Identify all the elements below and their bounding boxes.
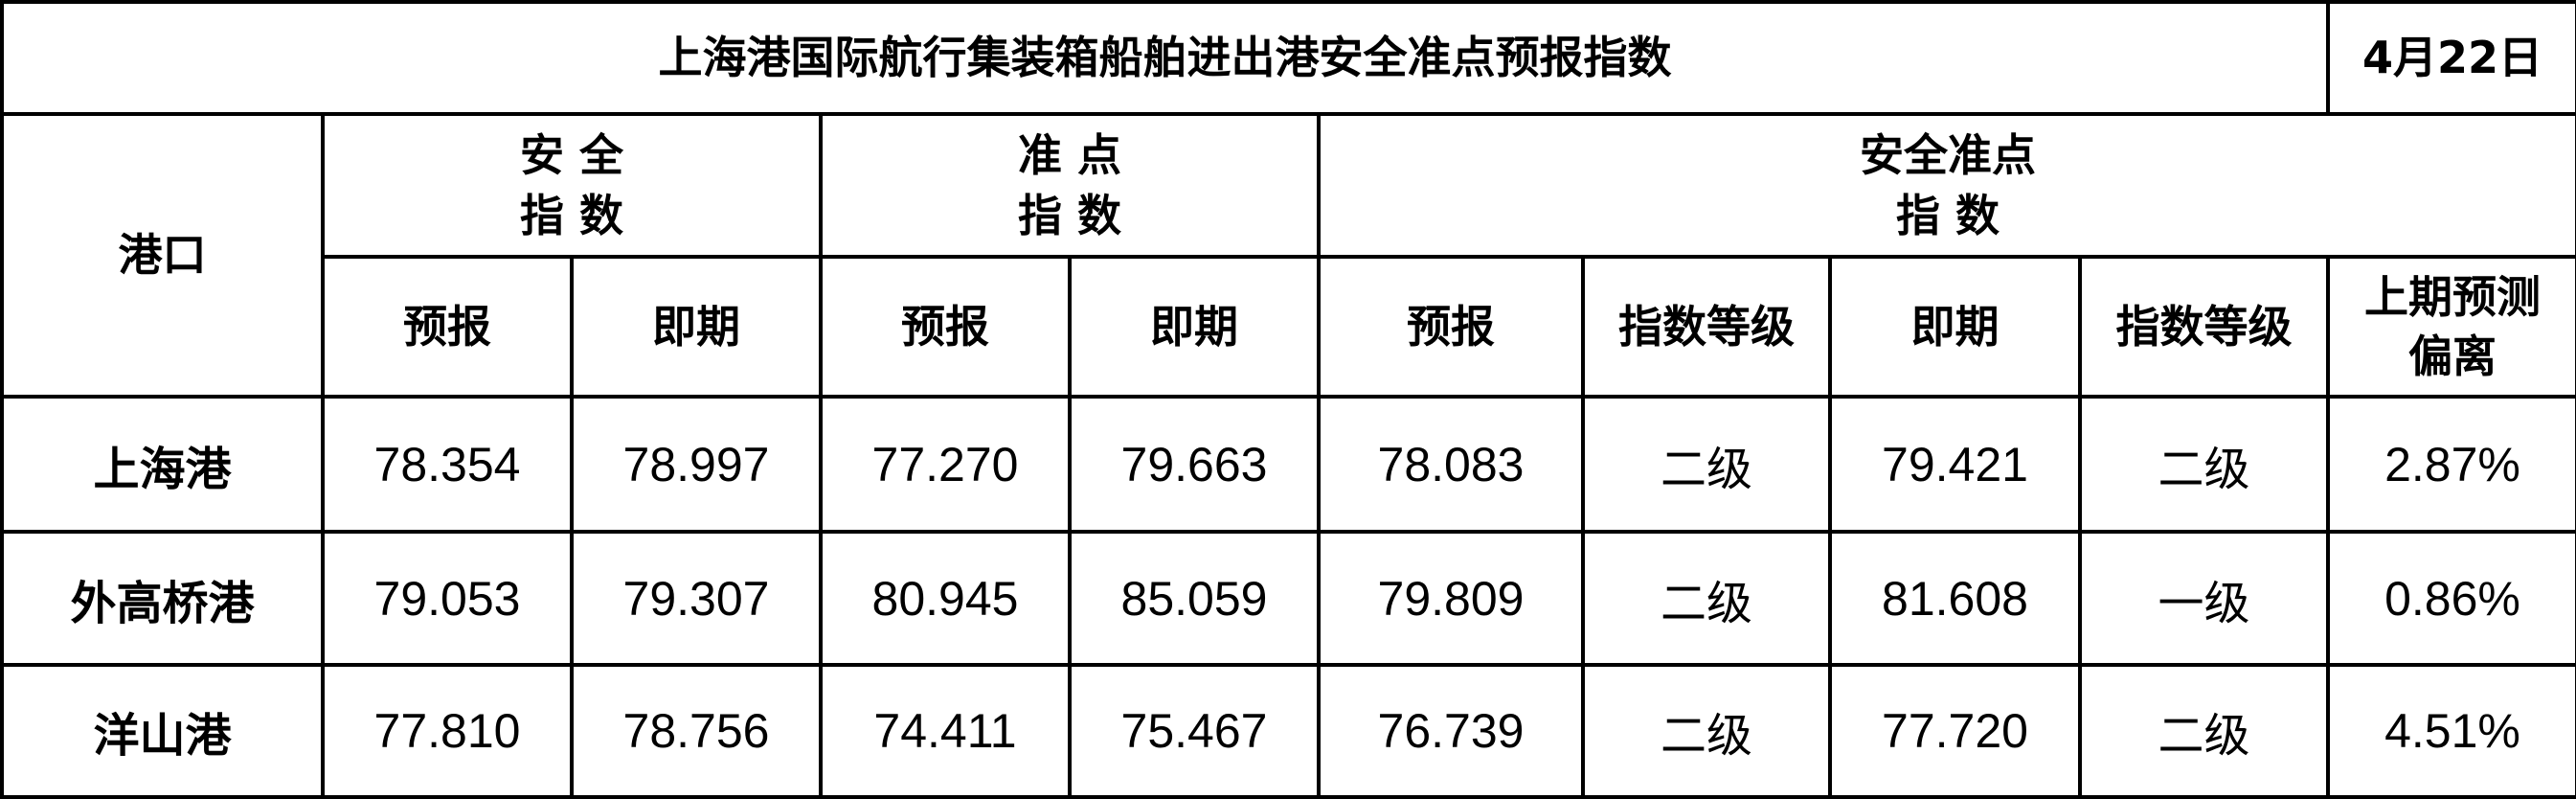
combined-forecast: 79.809	[1317, 530, 1585, 667]
port-name: 洋山港	[0, 663, 325, 799]
punctual-current: 79.663	[1068, 395, 1321, 534]
forecast-grade: 二级	[1581, 530, 1832, 667]
header-current-grade: 指数等级	[2078, 255, 2330, 399]
safety-current: 78.997	[570, 395, 823, 534]
current-grade: 二级	[2078, 663, 2330, 799]
header-combined-forecast: 预报	[1317, 255, 1585, 399]
safety-forecast: 78.354	[321, 395, 574, 534]
header-safety-forecast: 预报	[321, 255, 574, 399]
combined-forecast: 76.739	[1317, 663, 1585, 799]
header-port: 港口	[0, 112, 325, 399]
report-date: 4月22日	[2326, 0, 2576, 116]
safety-forecast: 77.810	[321, 663, 574, 799]
header-punctual-line2: 指 数	[1017, 189, 1121, 241]
header-safety-index: 安 全 指 数	[321, 112, 823, 259]
punctual-forecast: 74.411	[819, 663, 1072, 799]
header-punctual-line1: 准 点	[1017, 129, 1121, 182]
current-grade: 一级	[2078, 530, 2330, 667]
forecast-grade: 二级	[1581, 663, 1832, 799]
table-row: 外高桥港 79.053 79.307 80.945 85.059 79.809 …	[0, 530, 2576, 667]
combined-current: 77.720	[1828, 663, 2082, 799]
punctual-current: 85.059	[1068, 530, 1321, 667]
combined-current: 81.608	[1828, 530, 2082, 667]
header-combined-index: 安全准点 指 数	[1317, 112, 2576, 259]
safety-current: 79.307	[570, 530, 823, 667]
deviation: 0.86%	[2326, 530, 2576, 667]
header-combined-line1: 安全准点	[1860, 129, 2036, 182]
current-grade: 二级	[2078, 395, 2330, 534]
header-safety-line2: 指 数	[519, 189, 623, 241]
punctual-forecast: 77.270	[819, 395, 1072, 534]
table-row: 上海港 78.354 78.997 77.270 79.663 78.083 二…	[0, 395, 2576, 534]
header-deviation: 上期预测 偏离	[2326, 255, 2576, 399]
header-punctual-current: 即期	[1068, 255, 1321, 399]
table-title: 上海港国际航行集装箱船舶进出港安全准点预报指数	[0, 0, 2330, 116]
deviation: 4.51%	[2326, 663, 2576, 799]
deviation: 2.87%	[2326, 395, 2576, 534]
combined-current: 79.421	[1828, 395, 2082, 534]
port-name: 上海港	[0, 395, 325, 534]
header-safety-line1: 安 全	[519, 129, 623, 182]
header-punctual-forecast: 预报	[819, 255, 1072, 399]
port-name: 外高桥港	[0, 530, 325, 667]
forecast-grade: 二级	[1581, 395, 1832, 534]
table-row: 洋山港 77.810 78.756 74.411 75.467 76.739 二…	[0, 663, 2576, 799]
header-deviation-line1: 上期预测	[2364, 270, 2541, 323]
combined-forecast: 78.083	[1317, 395, 1585, 534]
punctual-current: 75.467	[1068, 663, 1321, 799]
punctual-forecast: 80.945	[819, 530, 1072, 667]
header-combined-current: 即期	[1828, 255, 2082, 399]
safety-current: 78.756	[570, 663, 823, 799]
header-safety-current: 即期	[570, 255, 823, 399]
header-combined-line2: 指 数	[1895, 189, 2000, 241]
header-punctual-index: 准 点 指 数	[819, 112, 1321, 259]
header-forecast-grade: 指数等级	[1581, 255, 1832, 399]
safety-forecast: 79.053	[321, 530, 574, 667]
header-deviation-line2: 偏离	[2408, 331, 2497, 382]
